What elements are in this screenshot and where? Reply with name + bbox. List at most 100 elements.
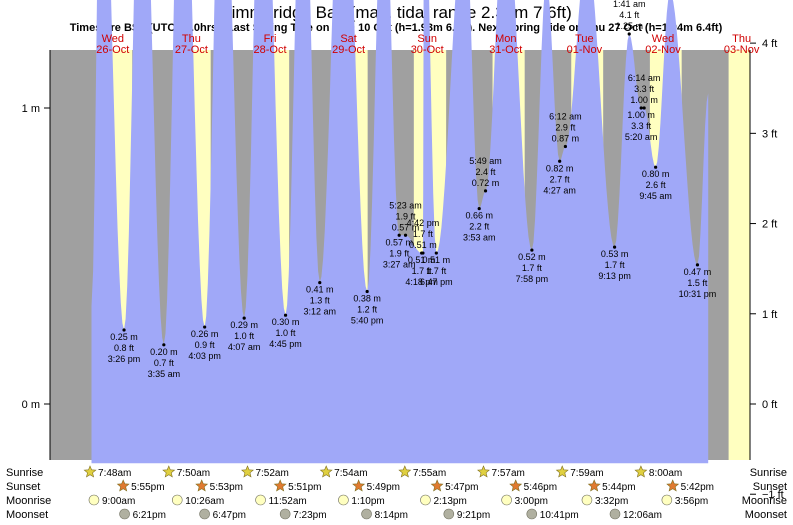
sunrise-icon: [162, 465, 176, 478]
chart-subtitle: Times are BST (UTC +1.0hrs). Last Spring…: [70, 22, 723, 34]
low-tide-label: 0.20 m 0.7 ft 3:35 am: [148, 347, 181, 379]
moonset-icon: [279, 508, 291, 520]
moonset-icon: [361, 508, 372, 520]
moonrise-icon: [338, 494, 349, 506]
left-tick-label: 1 m: [22, 103, 40, 115]
moonset-time: 7:23pm: [293, 510, 326, 521]
day-name: Thu: [732, 33, 751, 45]
moonrise-icon: [581, 494, 593, 506]
moonrise-row-label-right: Moonrise: [742, 495, 787, 507]
high-tide-point: [403, 233, 408, 237]
sunset-time: 5:42pm: [681, 482, 714, 493]
sunrise-time: 7:48am: [98, 468, 131, 479]
sunrise-time: 7:50am: [177, 468, 210, 479]
day-date: 30-Oct: [411, 44, 444, 56]
moonrise-time: 1:10pm: [351, 496, 384, 507]
sunset-icon: [430, 479, 444, 492]
axes: 0 m1 m2 m−1 ft0 ft1 ft2 ft3 ft4 ft5 ft6 …: [22, 38, 784, 501]
daylight-band: [728, 50, 750, 460]
moonset-icon: [443, 508, 455, 520]
high-tide-label: 6:12 am 2.9 ft 0.87 m: [549, 111, 582, 143]
high-tide-label: 5:23 am 1.9 ft 0.57 m: [389, 200, 422, 232]
day-name: Tue: [575, 33, 594, 45]
moonset-row-label: Moonset: [6, 509, 48, 521]
day-name: Sun: [417, 33, 437, 45]
moonrise-time: 9:00am: [102, 496, 135, 507]
low-tide-point: [654, 165, 658, 169]
sunrise-icon: [319, 465, 333, 478]
moonrise-icon: [171, 494, 183, 506]
moonrise-time: 2:13pm: [433, 496, 466, 507]
sunrise-icon: [83, 465, 97, 478]
high-tide-label: 1:41 am 4.1 ft 1.25 m: [613, 0, 646, 31]
day-name: Wed: [652, 33, 674, 45]
low-tide-point: [203, 325, 207, 329]
day-date: 29-Oct: [332, 44, 365, 56]
low-tide-label: 0.30 m 1.0 ft 4:45 pm: [269, 317, 302, 349]
day-date: 31-Oct: [489, 44, 522, 56]
sunset-icon: [666, 479, 680, 492]
sun-moon-events: Sunrise Sunrise 7:48am 7:50am 7:52am 7:54am 7:…: [6, 465, 787, 521]
low-tide-label: 0.51 m 1.7 ft 4:18 pm: [405, 255, 438, 287]
sunrise-icon: [555, 465, 569, 478]
moonrise-time: 10:26am: [185, 496, 224, 507]
low-tide-label: 0.47 m 1.5 ft 10:31 pm: [679, 267, 717, 299]
moonrise-time: 3:32pm: [595, 496, 628, 507]
tide-area: [91, 0, 709, 464]
moonset-row-label-right: Moonset: [745, 509, 787, 521]
day-date: 27-Oct: [175, 44, 208, 56]
moonrise-icon: [255, 494, 266, 506]
moonrise-time: 3:00pm: [515, 496, 548, 507]
day-date: 02-Nov: [645, 44, 681, 56]
high-tide-label: 5:49 am 2.4 ft 0.72 m: [469, 156, 502, 188]
sunset-icon: [116, 479, 130, 492]
high-tide-point: [563, 144, 568, 149]
moonrise-icon: [501, 494, 512, 506]
high-tide-point: [627, 32, 631, 36]
left-tick-label: 0 m: [22, 399, 40, 411]
high-tide-label: 6:14 am 3.3 ft 1.00 m: [628, 73, 661, 105]
sunrise-icon: [477, 465, 490, 478]
moonset-time: 10:41pm: [540, 510, 579, 521]
low-tide-label: 0.66 m 2.2 ft 3:53 am: [463, 211, 496, 243]
low-tide-label: 0.52 m 1.7 ft 7:58 pm: [516, 252, 549, 284]
low-tide-label: 0.53 m 1.7 ft 9:13 pm: [598, 249, 631, 281]
sunset-icon: [195, 479, 209, 492]
right-tick-label: 4 ft: [762, 38, 777, 50]
low-tide-point: [530, 248, 534, 252]
sunset-icon: [273, 479, 287, 492]
sunrise-row-label: Sunrise: [6, 467, 43, 479]
low-tide-point: [365, 289, 369, 294]
moonrise-row-label: Moonrise: [6, 495, 51, 507]
sunset-time: 5:49pm: [367, 482, 400, 493]
sunrise-time: 7:54am: [334, 468, 367, 479]
day-date: 28-Oct: [253, 44, 286, 56]
low-tide-point: [477, 207, 481, 211]
low-tide-label: 0.29 m 1.0 ft 4:07 am: [228, 320, 261, 352]
low-tide-point: [283, 313, 288, 317]
low-tide-label: 1.00 m 3.3 ft 5:20 am: [625, 110, 658, 142]
sunset-row-label-right: Sunset: [753, 481, 787, 493]
moonset-icon: [199, 508, 210, 520]
sunset-icon: [352, 479, 366, 492]
low-tide-point: [162, 343, 166, 347]
day-name: Sat: [340, 33, 357, 45]
low-tide-point: [318, 281, 322, 285]
low-tide-label: 0.80 m 2.6 ft 9:45 am: [639, 169, 672, 201]
sunset-time: 5:53pm: [210, 482, 243, 493]
day-name: Wed: [102, 33, 124, 45]
high-tide-point: [421, 251, 425, 255]
moonset-time: 6:47pm: [213, 510, 246, 521]
low-tide-label: 0.41 m 1.3 ft 3:12 am: [304, 285, 337, 317]
low-tide-point: [397, 233, 401, 237]
low-tide-point: [434, 251, 438, 255]
day-date: 03-Nov: [724, 44, 760, 56]
day-name: Fri: [264, 33, 277, 45]
low-tide-point: [242, 316, 246, 320]
low-tide-point: [639, 106, 643, 110]
low-tide-point: [558, 159, 562, 163]
day-date: 26-Oct: [96, 44, 129, 56]
low-tide-point: [612, 245, 617, 249]
moonset-time: 9:21pm: [457, 510, 490, 521]
